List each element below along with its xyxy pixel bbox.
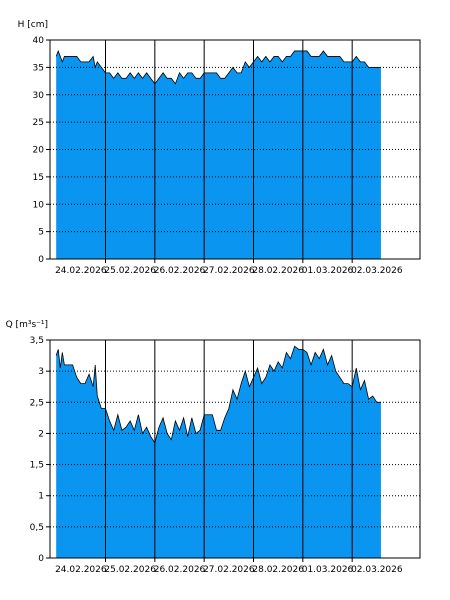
x-tick-label: 02.03.2026	[351, 266, 403, 276]
y-axis-label: H [cm]	[18, 20, 48, 30]
x-tick-label: 02.03.2026	[351, 565, 403, 575]
x-tick-label: 27.02.2026	[203, 565, 255, 575]
x-tick-label: 24.02.2026	[55, 266, 107, 276]
y-tick-label: 1	[38, 492, 44, 502]
y-tick-label: 20	[33, 146, 45, 156]
y-tick-label: 15	[33, 173, 44, 183]
y-tick-label: 2	[38, 429, 44, 439]
x-tick-label: 27.02.2026	[203, 266, 255, 276]
series-area	[56, 50, 381, 260]
x-tick-label: 24.02.2026	[55, 565, 107, 575]
series-area	[56, 346, 381, 558]
y-tick-label: 0	[38, 255, 44, 265]
y-tick-label: 35	[33, 63, 44, 73]
y-tick-label: 40	[33, 36, 45, 46]
x-tick-label: 25.02.2026	[104, 565, 156, 575]
chart-panel-1: 0 0,5 1 1,5 2 2,5 3 3,5 24.02.202625.02.202626.0…	[6, 320, 421, 575]
y-tick-label: 25	[33, 118, 44, 128]
x-tick-label: 26.02.2026	[154, 266, 206, 276]
y-tick-label: 3,5	[30, 336, 44, 346]
x-tick-label: 28.02.2026	[252, 266, 304, 276]
series-line	[55, 49, 381, 85]
y-tick-label: 1,5	[30, 461, 44, 471]
y-tick-label: 0,5	[30, 523, 44, 533]
y-tick-label: 2,5	[30, 398, 44, 408]
y-tick-label: 3	[38, 367, 44, 377]
series-line	[55, 345, 381, 444]
x-tick-label: 26.02.2026	[154, 565, 206, 575]
x-tick-label: 28.02.2026	[252, 565, 304, 575]
y-tick-label: 10	[33, 200, 45, 210]
x-tick-label: 25.02.2026	[104, 266, 156, 276]
chart-panel-0: 0 5 10 15 20 25 30 35 40 24.02.202625.02.202626.0…	[18, 20, 421, 276]
y-tick-label: 30	[33, 91, 45, 101]
x-tick-label: 01.03.2026	[302, 266, 354, 276]
y-axis-label: Q [m³s⁻¹]	[6, 320, 48, 330]
y-tick-label: 5	[38, 228, 44, 238]
plot-frame	[49, 339, 421, 559]
y-tick-label: 0	[38, 554, 44, 564]
x-tick-label: 01.03.2026	[302, 565, 354, 575]
